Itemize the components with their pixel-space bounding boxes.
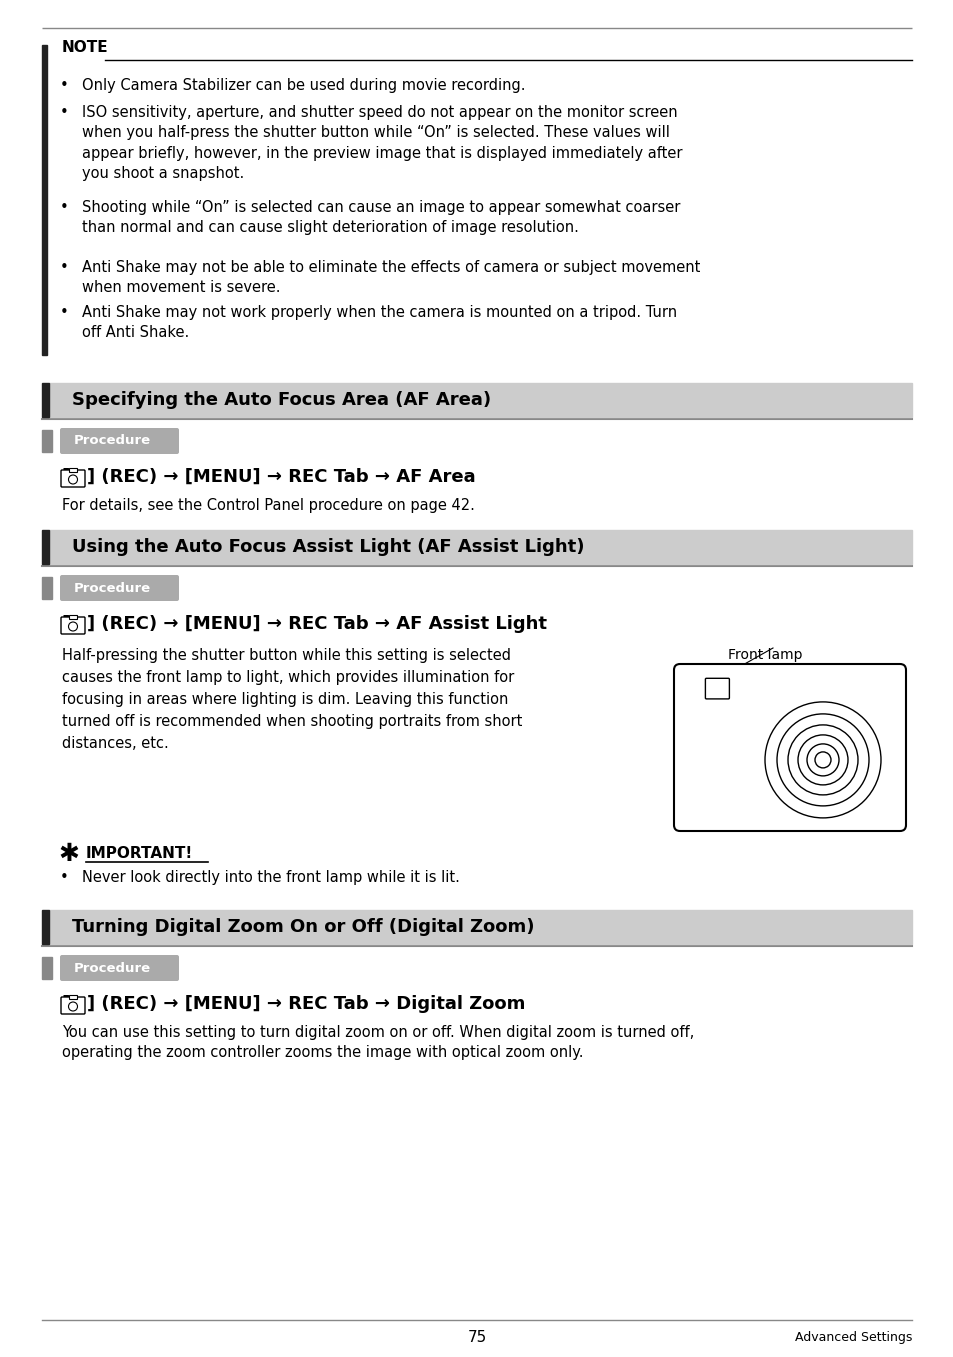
Bar bbox=[69, 468, 77, 472]
Text: ] (REC) → [MENU] → REC Tab → Digital Zoom: ] (REC) → [MENU] → REC Tab → Digital Zoo… bbox=[87, 995, 525, 1012]
Text: Never look directly into the front lamp while it is lit.: Never look directly into the front lamp … bbox=[82, 870, 459, 885]
Text: Anti Shake may not be able to eliminate the effects of camera or subject movemen: Anti Shake may not be able to eliminate … bbox=[82, 261, 700, 296]
FancyBboxPatch shape bbox=[60, 427, 179, 455]
Circle shape bbox=[787, 725, 857, 795]
Bar bbox=[49, 383, 911, 417]
Circle shape bbox=[776, 714, 868, 806]
FancyBboxPatch shape bbox=[60, 575, 179, 601]
Circle shape bbox=[797, 735, 847, 784]
Text: Shooting while “On” is selected can cause an image to appear somewhat coarser
th: Shooting while “On” is selected can caus… bbox=[82, 199, 679, 235]
Bar bbox=[42, 531, 49, 565]
Text: ISO sensitivity, aperture, and shutter speed do not appear on the monitor screen: ISO sensitivity, aperture, and shutter s… bbox=[82, 104, 681, 182]
Circle shape bbox=[806, 744, 838, 776]
Text: Specifying the Auto Focus Area (AF Area): Specifying the Auto Focus Area (AF Area) bbox=[71, 391, 491, 408]
Circle shape bbox=[69, 475, 77, 484]
Text: •: • bbox=[60, 199, 69, 214]
FancyBboxPatch shape bbox=[61, 470, 85, 487]
Text: You can use this setting to turn digital zoom on or off. When digital zoom is tu: You can use this setting to turn digital… bbox=[62, 1025, 694, 1060]
Bar bbox=[42, 577, 52, 598]
Text: NOTE: NOTE bbox=[62, 39, 109, 56]
FancyBboxPatch shape bbox=[61, 997, 85, 1014]
FancyBboxPatch shape bbox=[61, 617, 85, 634]
Bar bbox=[49, 911, 911, 944]
FancyBboxPatch shape bbox=[673, 664, 905, 830]
Text: 75: 75 bbox=[467, 1330, 486, 1346]
Text: Front lamp: Front lamp bbox=[727, 649, 801, 662]
Text: ] (REC) → [MENU] → REC Tab → AF Area: ] (REC) → [MENU] → REC Tab → AF Area bbox=[87, 468, 476, 486]
Text: causes the front lamp to light, which provides illumination for: causes the front lamp to light, which pr… bbox=[62, 670, 514, 685]
Text: [: [ bbox=[62, 995, 71, 1012]
Text: [: [ bbox=[62, 468, 71, 486]
Bar bbox=[49, 531, 911, 565]
Text: distances, etc.: distances, etc. bbox=[62, 735, 169, 750]
Text: •: • bbox=[60, 261, 69, 275]
Circle shape bbox=[764, 702, 880, 818]
Text: focusing in areas where lighting is dim. Leaving this function: focusing in areas where lighting is dim.… bbox=[62, 692, 508, 707]
Text: •: • bbox=[60, 305, 69, 320]
Text: ✱: ✱ bbox=[58, 841, 79, 866]
Text: IMPORTANT!: IMPORTANT! bbox=[86, 847, 193, 862]
Bar bbox=[42, 45, 47, 356]
Text: Half-pressing the shutter button while this setting is selected: Half-pressing the shutter button while t… bbox=[62, 649, 511, 664]
FancyBboxPatch shape bbox=[704, 678, 729, 699]
Text: Procedure: Procedure bbox=[74, 962, 151, 974]
Text: ] (REC) → [MENU] → REC Tab → AF Assist Light: ] (REC) → [MENU] → REC Tab → AF Assist L… bbox=[87, 615, 546, 632]
Text: •: • bbox=[60, 77, 69, 94]
Bar bbox=[42, 957, 52, 978]
Text: •: • bbox=[60, 104, 69, 119]
Bar bbox=[42, 911, 49, 944]
FancyBboxPatch shape bbox=[60, 955, 179, 981]
Bar bbox=[42, 383, 49, 417]
Circle shape bbox=[69, 622, 77, 631]
Text: •: • bbox=[60, 870, 69, 885]
Text: Using the Auto Focus Assist Light (AF Assist Light): Using the Auto Focus Assist Light (AF As… bbox=[71, 537, 584, 556]
Circle shape bbox=[69, 1001, 77, 1011]
Text: Only Camera Stabilizer can be used during movie recording.: Only Camera Stabilizer can be used durin… bbox=[82, 77, 525, 94]
Text: For details, see the Control Panel procedure on page 42.: For details, see the Control Panel proce… bbox=[62, 498, 475, 513]
Text: Procedure: Procedure bbox=[74, 434, 151, 448]
Bar bbox=[42, 430, 52, 452]
Circle shape bbox=[814, 752, 830, 768]
Text: Procedure: Procedure bbox=[74, 582, 151, 594]
Text: Advanced Settings: Advanced Settings bbox=[794, 1331, 911, 1345]
Text: turned off is recommended when shooting portraits from short: turned off is recommended when shooting … bbox=[62, 714, 522, 729]
Bar bbox=[69, 995, 77, 999]
Bar bbox=[69, 615, 77, 619]
Text: Turning Digital Zoom On or Off (Digital Zoom): Turning Digital Zoom On or Off (Digital … bbox=[71, 917, 534, 936]
Text: Anti Shake may not work properly when the camera is mounted on a tripod. Turn
of: Anti Shake may not work properly when th… bbox=[82, 305, 677, 341]
Text: [: [ bbox=[62, 615, 71, 632]
